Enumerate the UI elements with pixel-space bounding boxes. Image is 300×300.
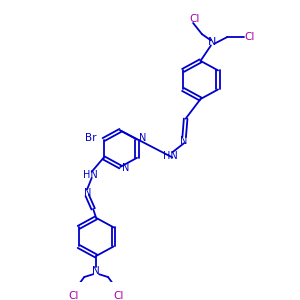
Text: Cl: Cl: [113, 291, 124, 300]
Text: N: N: [139, 133, 146, 143]
Text: Cl: Cl: [189, 14, 200, 24]
Text: N: N: [92, 266, 100, 276]
Text: N: N: [208, 37, 217, 47]
Text: N: N: [83, 188, 91, 198]
Text: HN: HN: [83, 170, 98, 180]
Text: Cl: Cl: [69, 291, 79, 300]
Text: Cl: Cl: [244, 32, 255, 42]
Text: Br: Br: [85, 133, 96, 143]
Text: N: N: [122, 163, 129, 173]
Text: N: N: [181, 136, 188, 146]
Text: HN: HN: [164, 151, 178, 161]
